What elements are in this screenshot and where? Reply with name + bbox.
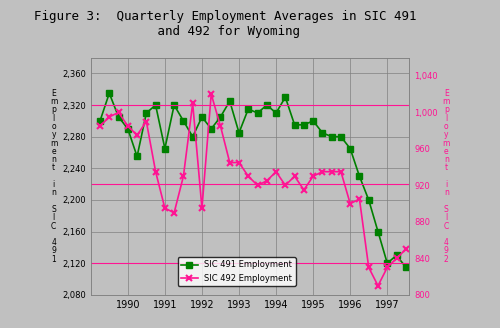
SIC 491 Employment bbox=[246, 107, 252, 111]
SIC 492 Employment bbox=[180, 174, 186, 178]
Y-axis label: E
m
p
l
o
y
m
e
n
t
 
i
n
 
S
I
C
 
4
9
2: E m p l o y m e n t i n S I C 4 9 2 bbox=[442, 89, 450, 264]
SIC 492 Employment bbox=[171, 211, 177, 215]
Text: Figure 3:  Quarterly Employment Averages in SIC 491
 and 492 for Wyoming: Figure 3: Quarterly Employment Averages … bbox=[34, 10, 416, 38]
SIC 492 Employment bbox=[366, 266, 372, 270]
SIC 491 Employment bbox=[394, 253, 400, 257]
SIC 491 Employment bbox=[310, 119, 316, 123]
SIC 491 Employment bbox=[199, 115, 205, 119]
SIC 492 Employment bbox=[282, 183, 288, 187]
SIC 492 Employment bbox=[394, 256, 400, 260]
SIC 492 Employment bbox=[338, 170, 344, 174]
Line: SIC 492 Employment: SIC 492 Employment bbox=[96, 91, 409, 289]
SIC 492 Employment bbox=[328, 170, 334, 174]
SIC 491 Employment bbox=[226, 99, 232, 103]
SIC 492 Employment bbox=[384, 266, 390, 270]
SIC 491 Employment bbox=[97, 119, 103, 123]
SIC 492 Employment bbox=[292, 174, 298, 178]
SIC 492 Employment bbox=[246, 174, 252, 178]
SIC 492 Employment bbox=[218, 124, 224, 128]
SIC 492 Employment bbox=[347, 202, 353, 206]
SIC 492 Employment bbox=[236, 161, 242, 165]
SIC 491 Employment bbox=[116, 115, 121, 119]
SIC 491 Employment bbox=[125, 127, 131, 131]
SIC 492 Employment bbox=[134, 133, 140, 137]
SIC 492 Employment bbox=[162, 206, 168, 210]
SIC 491 Employment bbox=[152, 103, 158, 107]
SIC 491 Employment bbox=[144, 111, 150, 115]
Y-axis label: E
m
p
l
o
y
m
e
n
t
 
i
n
 
S
I
C
 
4
9
1: E m p l o y m e n t i n S I C 4 9 1 bbox=[50, 89, 58, 264]
SIC 492 Employment bbox=[144, 119, 150, 123]
SIC 492 Employment bbox=[273, 170, 279, 174]
SIC 491 Employment bbox=[292, 123, 298, 127]
SIC 492 Employment bbox=[403, 247, 409, 251]
SIC 491 Employment bbox=[171, 103, 177, 107]
SIC 491 Employment bbox=[347, 147, 353, 151]
SIC 491 Employment bbox=[180, 119, 186, 123]
SIC 492 Employment bbox=[375, 284, 381, 288]
SIC 492 Employment bbox=[310, 174, 316, 178]
SIC 492 Employment bbox=[264, 179, 270, 183]
SIC 491 Employment bbox=[106, 91, 112, 95]
SIC 491 Employment bbox=[320, 131, 326, 135]
SIC 492 Employment bbox=[116, 111, 121, 114]
SIC 491 Employment bbox=[254, 111, 260, 115]
SIC 492 Employment bbox=[190, 101, 196, 105]
SIC 492 Employment bbox=[208, 92, 214, 96]
SIC 492 Employment bbox=[106, 115, 112, 119]
SIC 492 Employment bbox=[199, 206, 205, 210]
SIC 491 Employment bbox=[236, 131, 242, 135]
Line: SIC 491 Employment: SIC 491 Employment bbox=[97, 91, 408, 270]
SIC 492 Employment bbox=[226, 161, 232, 165]
SIC 491 Employment bbox=[403, 265, 409, 269]
SIC 491 Employment bbox=[356, 174, 362, 178]
SIC 491 Employment bbox=[338, 135, 344, 139]
SIC 491 Employment bbox=[384, 261, 390, 265]
SIC 491 Employment bbox=[134, 154, 140, 158]
SIC 491 Employment bbox=[282, 95, 288, 99]
SIC 491 Employment bbox=[366, 198, 372, 202]
SIC 491 Employment bbox=[328, 135, 334, 139]
SIC 491 Employment bbox=[264, 103, 270, 107]
Legend: SIC 491 Employment, SIC 492 Employment: SIC 491 Employment, SIC 492 Employment bbox=[178, 257, 296, 286]
SIC 492 Employment bbox=[356, 197, 362, 201]
SIC 492 Employment bbox=[152, 170, 158, 174]
SIC 491 Employment bbox=[162, 147, 168, 151]
SIC 492 Employment bbox=[97, 124, 103, 128]
SIC 491 Employment bbox=[218, 115, 224, 119]
SIC 492 Employment bbox=[301, 188, 307, 192]
SIC 491 Employment bbox=[190, 135, 196, 139]
SIC 492 Employment bbox=[125, 124, 131, 128]
SIC 491 Employment bbox=[301, 123, 307, 127]
SIC 491 Employment bbox=[273, 111, 279, 115]
SIC 491 Employment bbox=[208, 127, 214, 131]
SIC 491 Employment bbox=[375, 230, 381, 234]
SIC 492 Employment bbox=[254, 183, 260, 187]
SIC 492 Employment bbox=[320, 170, 326, 174]
